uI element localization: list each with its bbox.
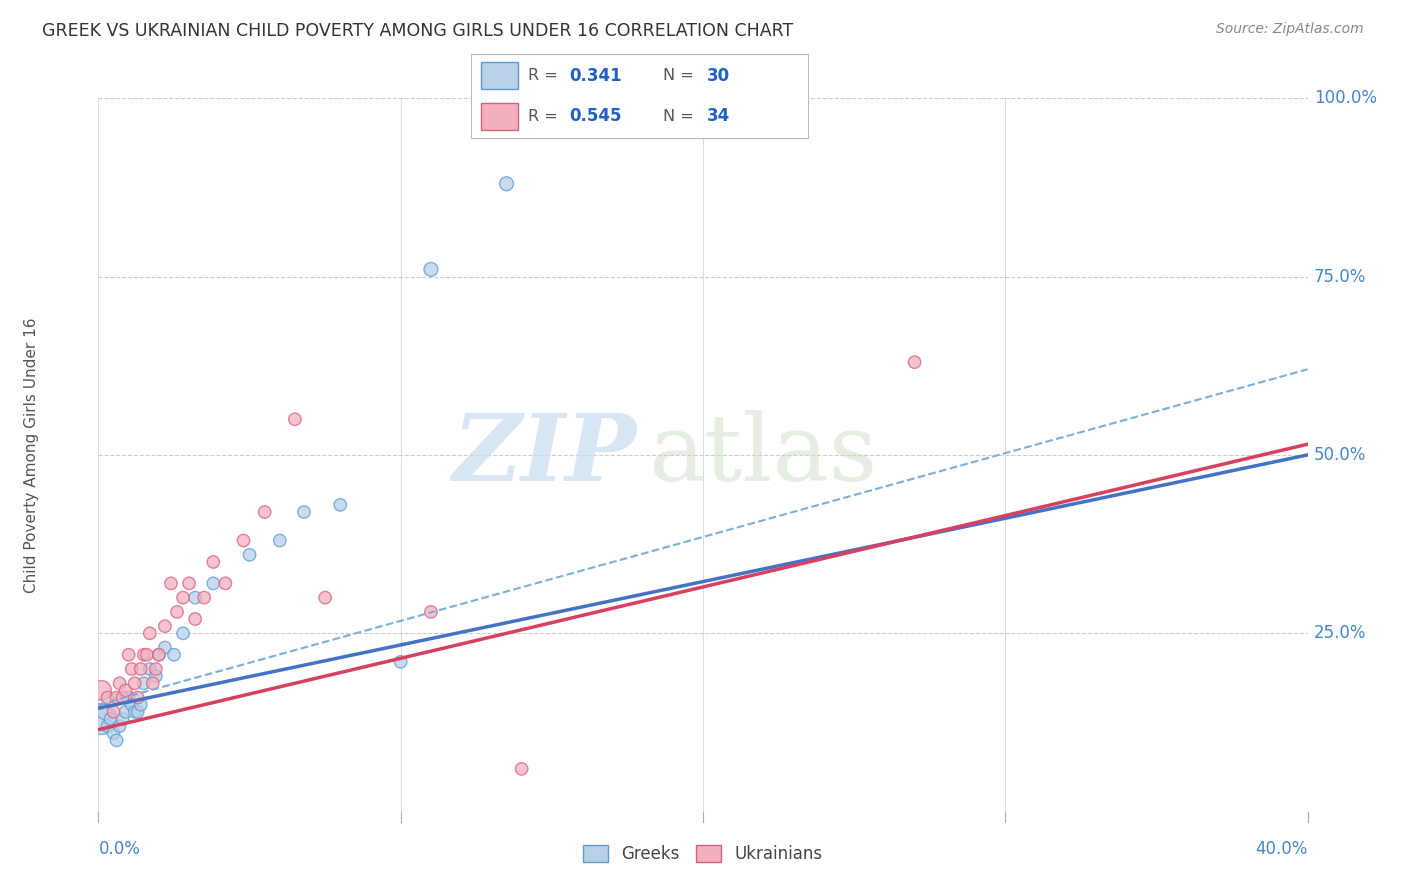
Point: [145, 662, 167, 676]
Point: [239, 548, 262, 562]
Point: [510, 762, 533, 776]
Point: [114, 683, 136, 698]
Point: [90, 712, 112, 726]
Point: [121, 662, 143, 676]
Point: [419, 605, 441, 619]
Point: [153, 640, 176, 655]
Text: Child Poverty Among Girls Under 16: Child Poverty Among Girls Under 16: [24, 318, 39, 592]
Point: [145, 669, 167, 683]
Point: [202, 555, 225, 569]
Text: N =: N =: [664, 109, 695, 124]
Point: [96, 690, 118, 705]
Text: 0.341: 0.341: [569, 67, 621, 85]
Text: 100.0%: 100.0%: [1313, 89, 1376, 107]
Point: [148, 648, 170, 662]
Text: 50.0%: 50.0%: [1313, 446, 1367, 464]
Point: [177, 576, 201, 591]
Point: [232, 533, 254, 548]
Point: [132, 648, 155, 662]
Text: 75.0%: 75.0%: [1313, 268, 1367, 285]
Point: [124, 705, 146, 719]
Point: [135, 648, 157, 662]
Point: [269, 533, 291, 548]
Text: ZIP: ZIP: [453, 410, 637, 500]
Text: GREEK VS UKRAINIAN CHILD POVERTY AMONG GIRLS UNDER 16 CORRELATION CHART: GREEK VS UKRAINIAN CHILD POVERTY AMONG G…: [42, 22, 793, 40]
Point: [108, 676, 131, 690]
Point: [172, 626, 194, 640]
Point: [93, 705, 115, 719]
Point: [202, 576, 225, 591]
Text: 40.0%: 40.0%: [1256, 840, 1308, 858]
Point: [184, 612, 207, 626]
Point: [105, 690, 128, 705]
Point: [118, 690, 141, 705]
Point: [121, 698, 143, 712]
Text: R =: R =: [529, 109, 558, 124]
Point: [142, 676, 165, 690]
Point: [100, 712, 122, 726]
Point: [105, 733, 128, 747]
Point: [103, 726, 125, 740]
Point: [118, 648, 141, 662]
Point: [166, 605, 188, 619]
Point: [284, 412, 307, 426]
Text: Source: ZipAtlas.com: Source: ZipAtlas.com: [1216, 22, 1364, 37]
Point: [124, 676, 146, 690]
Point: [184, 591, 207, 605]
FancyBboxPatch shape: [481, 103, 519, 130]
Text: 30: 30: [707, 67, 730, 85]
Point: [132, 676, 155, 690]
Text: N =: N =: [664, 68, 695, 83]
Point: [127, 690, 149, 705]
Point: [129, 698, 152, 712]
Point: [148, 648, 170, 662]
Point: [90, 683, 112, 698]
Text: 25.0%: 25.0%: [1313, 624, 1367, 642]
Point: [96, 719, 118, 733]
Point: [163, 648, 186, 662]
Text: atlas: atlas: [648, 410, 877, 500]
Point: [153, 619, 176, 633]
Point: [103, 705, 125, 719]
Point: [495, 177, 517, 191]
Point: [127, 705, 149, 719]
Point: [253, 505, 276, 519]
Point: [111, 690, 134, 705]
Point: [160, 576, 183, 591]
Text: 0.0%: 0.0%: [98, 840, 141, 858]
Text: 0.545: 0.545: [569, 107, 621, 125]
Point: [292, 505, 315, 519]
Point: [172, 591, 194, 605]
Point: [193, 591, 215, 605]
Point: [108, 719, 131, 733]
Point: [139, 626, 162, 640]
FancyBboxPatch shape: [481, 62, 519, 89]
Point: [129, 662, 152, 676]
Point: [111, 712, 134, 726]
Point: [139, 662, 162, 676]
Point: [904, 355, 927, 369]
Text: 34: 34: [707, 107, 731, 125]
Point: [214, 576, 236, 591]
Point: [329, 498, 352, 512]
Point: [114, 705, 136, 719]
Legend: Greeks, Ukrainians: Greeks, Ukrainians: [575, 837, 831, 871]
Point: [389, 655, 412, 669]
Point: [314, 591, 336, 605]
Point: [419, 262, 441, 277]
Text: R =: R =: [529, 68, 558, 83]
